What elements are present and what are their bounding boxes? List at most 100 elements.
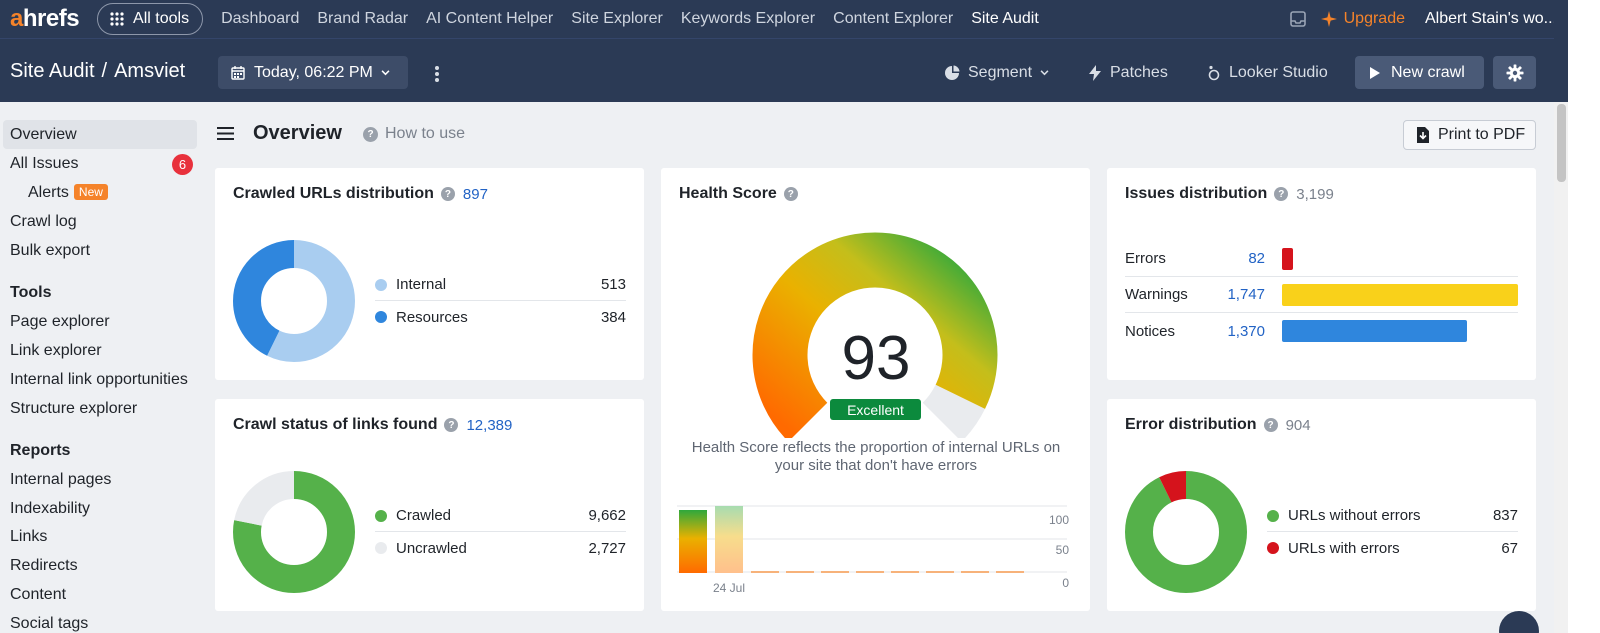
page-scrollbar-track[interactable] [1554,102,1568,633]
patches-label: Patches [1110,63,1168,81]
donut-slice-resources[interactable] [233,240,355,362]
page-scrollbar-thumb[interactable] [1557,104,1566,182]
play-icon [1370,66,1380,79]
help-icon[interactable]: ? [444,418,459,432]
upgrade-link[interactable]: Upgrade [1320,10,1405,28]
issue-value-errors[interactable]: 82 [1248,250,1265,267]
error-distribution-legend: URLs without errors 837 URLs with errors… [1267,500,1518,564]
sidebar-item-links[interactable]: Links [10,528,48,545]
sidebar-item-internal-link-opportunities[interactable]: Internal link opportunities [10,371,188,388]
grid-icon [110,12,124,26]
health-history-chart: 100 50 0 24 Jul [677,505,1069,595]
nav-link-dashboard[interactable]: Dashboard [221,10,300,27]
settings-button[interactable] [1493,56,1536,89]
issue-label-notices: Notices [1125,322,1176,340]
sidebar-item-link-explorer[interactable]: Link explorer [10,342,102,359]
sidebar-item-bulk-export[interactable]: Bulk export [10,242,91,259]
donut-slice-uncrawled[interactable] [233,471,355,593]
looker-studio-button[interactable]: Looker Studio [1207,56,1328,89]
more-options-icon[interactable] [434,65,440,83]
crawl-date-dropdown[interactable]: Today, 06:22 PM [218,56,408,89]
breadcrumb-root[interactable]: Site Audit [10,60,95,82]
chat-widget-button[interactable] [1499,611,1539,633]
history-ytick-0: 0 [1062,576,1069,590]
how-to-use-link[interactable]: ? How to use [363,125,465,143]
inbox-icon[interactable] [1289,10,1307,28]
nav-link-site-explorer[interactable]: Site Explorer [571,10,663,27]
issue-row-notices[interactable]: Notices 1,370 [1125,313,1518,349]
print-to-pdf-button[interactable]: Print to PDF [1403,120,1536,150]
sidebar-item-page-explorer[interactable]: Page explorer [10,313,110,330]
sidebar-item-social-tags[interactable]: Social tags [10,615,89,632]
legend-row-internal[interactable]: Internal 513 [375,269,626,301]
crawled-urls-title-label: Crawled URLs distribution [233,185,434,202]
legend-row-crawled[interactable]: Crawled 9,662 [375,500,626,532]
health-score-description: Health Score reflects the proportion of … [691,439,1061,474]
help-icon[interactable]: ? [1274,187,1289,201]
nav-link-brand-radar[interactable]: Brand Radar [317,10,409,27]
issue-value-notices[interactable]: 1,370 [1227,322,1265,340]
calendar-icon [231,65,245,80]
segment-dropdown[interactable]: Segment [944,56,1049,89]
error-distribution-total: 904 [1285,416,1311,434]
error-distribution-card: Error distribution ? 904 URLs without er… [1107,399,1536,611]
nav-link-site-audit[interactable]: Site Audit [971,10,1039,27]
hamburger-menu-icon[interactable] [217,126,234,141]
top-navigation: ahrefs All tools Dashboard Brand Radar A… [0,0,1587,38]
sidebar-item-all-issues[interactable]: All Issues [10,155,79,172]
legend-row-urls-with-errors[interactable]: URLs with errors 67 [1267,532,1518,564]
legend-label-urls-with-errors: URLs with errors [1288,539,1400,557]
issues-count-badge: 6 [172,154,193,175]
issue-bar-warnings [1282,284,1518,306]
legend-label-crawled: Crawled [396,507,452,524]
issue-row-errors[interactable]: Errors 82 [1125,241,1518,277]
help-icon[interactable]: ? [440,187,455,201]
site-audit-toolbar: Site Audit / Amsviet Today, 06:22 PM Segme… [0,38,1587,102]
sidebar-item-structure-explorer[interactable]: Structure explorer [10,400,138,417]
crawl-status-legend: Crawled 9,662 Uncrawled 2,727 [375,500,626,564]
crawl-status-title: Crawl status of links found ? 12,389 [233,416,512,434]
crawled-urls-total[interactable]: 897 [462,185,488,203]
breadcrumb-project[interactable]: Amsviet [114,60,186,82]
help-icon[interactable]: ? [783,187,798,201]
help-icon[interactable]: ? [1263,418,1278,432]
patches-button[interactable]: Patches [1088,56,1168,89]
crawl-date-label: Today, 06:22 PM [254,63,373,81]
legend-label-resources: Resources [396,308,468,326]
nav-link-ai-content-helper[interactable]: AI Content Helper [426,10,554,27]
sidebar-item-alerts[interactable]: Alerts New [28,184,108,202]
nav-link-content-explorer[interactable]: Content Explorer [833,10,954,27]
crawl-status-card: Crawl status of links found ? 12,389 Cra… [215,399,644,611]
history-empty-bar [926,571,954,573]
crawl-status-total[interactable]: 12,389 [466,416,513,434]
history-empty-bar [961,571,989,573]
sidebar-item-indexability[interactable]: Indexability [10,500,91,517]
legend-row-uncrawled[interactable]: Uncrawled 2,727 [375,532,626,564]
sidebar-heading-tools: Tools [10,284,52,301]
issues-distribution-title: Issues distribution ? 3,199 [1125,185,1334,203]
sidebar-item-overview[interactable]: Overview [10,126,77,143]
sidebar-item-crawl-log[interactable]: Crawl log [10,213,77,230]
legend-row-resources[interactable]: Resources 384 [375,301,626,333]
donut-slice-urls-without-errors[interactable] [1125,471,1247,593]
sidebar-item-content[interactable]: Content [10,586,67,603]
sidebar-item-internal-pages[interactable]: Internal pages [10,471,112,488]
sidebar-item-redirects[interactable]: Redirects [10,557,78,574]
all-tools-button[interactable]: All tools [97,3,204,35]
issues-list: Errors 82 Warnings 1,747 Notices 1,370 [1125,241,1518,349]
legend-dot-urls-without-errors [1267,509,1279,522]
issue-row-warnings[interactable]: Warnings 1,747 [1125,277,1518,313]
history-empty-bar [821,571,849,573]
history-empty-bar [856,571,884,573]
legend-row-urls-without-errors[interactable]: URLs without errors 837 [1267,500,1518,532]
issues-distribution-title-label: Issues distribution [1125,185,1268,202]
donut-slice-urls-with-errors[interactable] [1125,471,1247,593]
error-distribution-title-label: Error distribution [1125,416,1257,433]
ahrefs-logo[interactable]: ahrefs [10,5,80,32]
nav-link-keywords-explorer[interactable]: Keywords Explorer [680,10,816,27]
lightning-icon [1089,64,1101,81]
new-crawl-button[interactable]: New crawl [1355,56,1484,89]
crawled-urls-title: Crawled URLs distribution ? 897 [233,185,488,203]
issue-value-warnings[interactable]: 1,747 [1227,286,1265,303]
download-icon [1417,127,1429,143]
